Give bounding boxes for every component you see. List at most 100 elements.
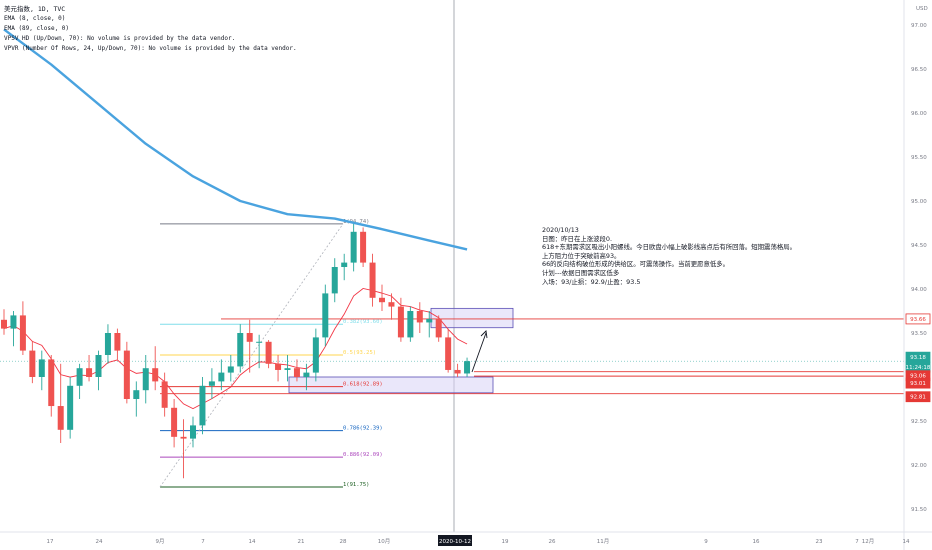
fib-level-label: 1(94.74) bbox=[343, 219, 370, 225]
note-line: 上方阻力位于突破前高93。 bbox=[542, 251, 621, 260]
candles bbox=[1, 223, 471, 479]
candle-body bbox=[152, 368, 159, 382]
candle-body bbox=[322, 293, 329, 338]
symbol-title: 美元指数, 1D, TVC bbox=[4, 5, 66, 13]
candle-body bbox=[454, 369, 461, 374]
candle-body bbox=[38, 359, 45, 377]
candle-body bbox=[114, 333, 121, 351]
y-tick-label: 95.00 bbox=[911, 199, 927, 205]
legend-ema-8: EMA (8, close, 0) bbox=[4, 15, 66, 22]
ema-89-line bbox=[3, 28, 468, 251]
candle-body bbox=[190, 425, 196, 439]
x-tick-label: 19 bbox=[502, 539, 509, 545]
price-badge bbox=[905, 391, 931, 403]
zones bbox=[288, 307, 514, 394]
indicator-legend: 美元指数, 1D, TVC EMA (8, close, 0) EMA (89,… bbox=[4, 4, 297, 54]
note-line: 618+东期需求区吸出小阳螺线。今日欧盘小幅上破影线高点后有所回落。短期震荡格局… bbox=[542, 243, 797, 252]
candle-body bbox=[218, 372, 225, 382]
price-badge bbox=[905, 377, 931, 389]
candle-body bbox=[293, 368, 300, 377]
candle-body bbox=[29, 350, 36, 377]
candle-body bbox=[19, 315, 26, 351]
candle-body bbox=[360, 231, 367, 263]
candle-body bbox=[208, 381, 215, 386]
y-tick-label: 91.50 bbox=[911, 507, 927, 513]
candle-body bbox=[227, 366, 234, 373]
legend-ema-89: EMA (89, close, 0) bbox=[4, 25, 70, 32]
note-line: 日图：昨日在上涨波段0. bbox=[542, 234, 613, 243]
candle-body bbox=[86, 368, 93, 377]
fib-level-label: 1(91.75) bbox=[343, 482, 370, 488]
candle-body bbox=[104, 333, 111, 355]
y-tick-label: 96.00 bbox=[911, 111, 927, 117]
candle-body bbox=[284, 368, 291, 370]
y-tick-label: 97.00 bbox=[911, 23, 927, 29]
x-tick-label: 26 bbox=[549, 539, 556, 545]
fib-level-label: 0.5(93.25) bbox=[343, 350, 376, 356]
candle-body bbox=[133, 390, 140, 399]
candle-body bbox=[388, 302, 395, 307]
analysis-note: 2020/10/13 日图：昨日在上涨波段0. 618+东期需求区吸出小阳螺线。… bbox=[542, 226, 796, 286]
candle-body bbox=[331, 267, 338, 294]
legend-vpvr: VPVR (Number Of Rows, 24, Up/Down, 70): … bbox=[4, 45, 297, 52]
candle-body bbox=[57, 406, 64, 430]
arrow-line bbox=[471, 332, 487, 373]
supply-zone bbox=[430, 307, 514, 329]
candle-body bbox=[275, 363, 282, 370]
fib-level-label: 0.786(92.39) bbox=[343, 426, 383, 432]
x-tick-label: 9月 bbox=[156, 538, 165, 545]
x-tick-label: 16 bbox=[753, 539, 760, 545]
x-tick-label: 23 bbox=[816, 539, 823, 545]
candle-body bbox=[1, 319, 7, 329]
candle-body bbox=[379, 297, 385, 303]
x-tick-label: 11月 bbox=[597, 538, 610, 545]
fib-trendline bbox=[159, 223, 344, 488]
note-line: 2020/10/13 bbox=[542, 226, 579, 234]
ema-89-path bbox=[3, 28, 468, 251]
y-tick-label: 95.50 bbox=[911, 155, 927, 161]
x-tick-label: 10月 bbox=[378, 538, 391, 545]
candle-body bbox=[312, 337, 319, 373]
candle-body bbox=[426, 318, 433, 323]
candle-body bbox=[445, 337, 452, 370]
x-tick-label: 7 bbox=[855, 539, 859, 545]
price-badge-label: 93.06 bbox=[910, 374, 926, 380]
candle-body bbox=[246, 333, 253, 342]
price-badge bbox=[905, 313, 931, 325]
x-tick-label: 14 bbox=[903, 539, 910, 545]
candle-body bbox=[76, 368, 83, 386]
candle-body bbox=[161, 381, 168, 408]
candle-body bbox=[350, 231, 357, 263]
candle-body bbox=[199, 385, 206, 426]
legend-vpsv: VPSV HD (Up/Down, 70): No volume is prov… bbox=[4, 35, 236, 42]
x-cursor-badge bbox=[438, 535, 472, 546]
fib-level-label: 0.618(92.89) bbox=[343, 382, 383, 388]
x-tick-label: 17 bbox=[47, 539, 54, 545]
candle-body bbox=[142, 368, 149, 391]
candle-body bbox=[10, 315, 17, 329]
fib-level-label: 0.886(92.09) bbox=[343, 452, 383, 458]
note-line: 66的反向结构破位形成的供给区。可震荡操作。当前更愿意低多。 bbox=[542, 260, 730, 269]
note-line: 计划---依据日图需求区低多 bbox=[542, 268, 620, 277]
x-tick-label: 24 bbox=[96, 539, 103, 545]
candle-body bbox=[237, 333, 244, 367]
candle-body bbox=[123, 350, 130, 399]
x-tick-label-current: 2020-10-12 bbox=[439, 539, 471, 545]
x-tick-label: 9 bbox=[704, 539, 708, 545]
candle-body bbox=[416, 311, 423, 323]
price-badge-label: 93.18 bbox=[910, 355, 926, 361]
price-badge-label: 11:24:18 bbox=[906, 365, 931, 371]
candle-body bbox=[95, 355, 102, 377]
y-axis-unit: USD bbox=[916, 6, 928, 12]
candle-body bbox=[67, 385, 74, 430]
candle-body bbox=[303, 372, 310, 377]
x-tick-label: 14 bbox=[249, 539, 256, 545]
y-tick-label: 93.50 bbox=[911, 331, 927, 337]
candle-body bbox=[265, 341, 272, 364]
x-tick-label: 12月 bbox=[862, 538, 875, 545]
y-tick-label: 94.50 bbox=[911, 243, 927, 249]
candle-body bbox=[407, 311, 414, 338]
candle-body bbox=[256, 341, 263, 343]
